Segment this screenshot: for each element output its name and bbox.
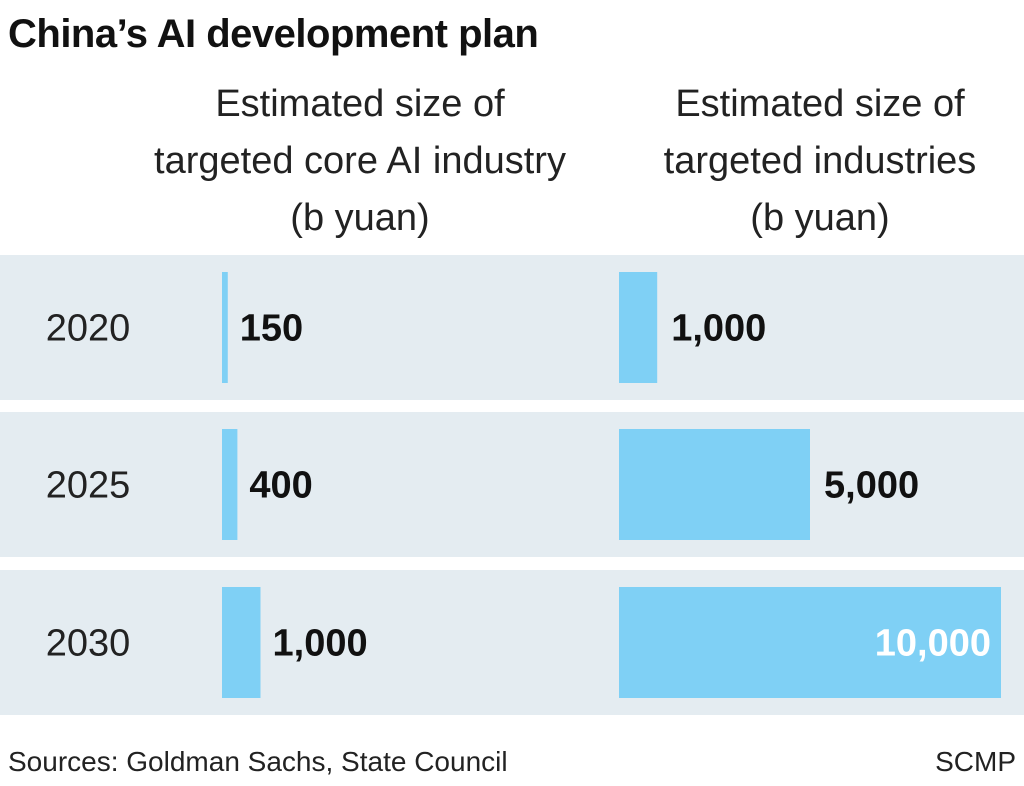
core-header-line-3: (b yuan) — [290, 197, 430, 239]
value-label-industries-2025: 5,000 — [824, 465, 919, 507]
year-label-2020: 2020 — [46, 308, 131, 350]
year-label-2025: 2025 — [46, 465, 131, 507]
core-ai-column-header: Estimated size of targeted core AI indus… — [110, 76, 610, 247]
industries-header-line-2: targeted industries — [663, 140, 977, 182]
value-label-core-2030: 1,000 — [273, 623, 368, 665]
core-header-line-2: targeted core AI industry — [154, 140, 566, 182]
industries-header-line-1: Estimated size of — [675, 83, 965, 125]
value-label-industries-2020: 1,000 — [671, 308, 766, 350]
industries-column-header: Estimated size of targeted industries (b… — [620, 76, 1020, 247]
bar-core-2020 — [222, 272, 228, 383]
row-band-2020 — [0, 255, 1024, 400]
bar-industries-2020 — [619, 272, 658, 383]
chart-title: China’s AI development plan — [8, 12, 539, 56]
row-band-2025 — [0, 412, 1024, 557]
value-label-industries-2030: 10,000 — [875, 623, 991, 665]
value-label-core-2025: 400 — [249, 465, 312, 507]
brand-credit: SCMP — [935, 746, 1016, 777]
bar-industries-2025 — [619, 429, 810, 540]
bar-industries-2030 — [619, 587, 1001, 698]
year-label-2030: 2030 — [46, 623, 131, 665]
bar-core-2025 — [222, 429, 238, 540]
source-note: Sources: Goldman Sachs, State Council — [8, 746, 508, 777]
bar-core-2030 — [222, 587, 261, 698]
industries-header-line-3: (b yuan) — [750, 197, 890, 239]
value-label-core-2020: 150 — [240, 308, 303, 350]
core-header-line-1: Estimated size of — [215, 83, 505, 125]
